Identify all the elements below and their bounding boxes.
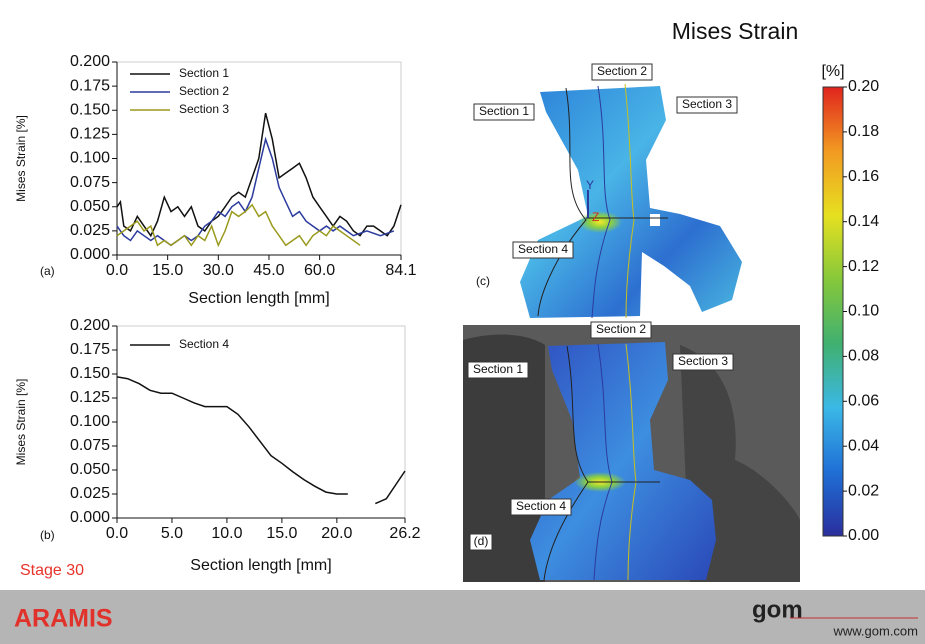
hole: [650, 214, 660, 226]
y-tick-label: 0.075: [70, 437, 110, 454]
section-label: Section 2: [596, 322, 646, 336]
x-tick-label: 0.0: [106, 262, 128, 279]
x-axis-title: Section length [mm]: [190, 557, 331, 574]
colorbar-tick-label: 0.10: [848, 303, 879, 320]
section-label-box: [672, 353, 734, 371]
colorbar-tick-label: 0.16: [848, 168, 879, 185]
section-line: [537, 87, 587, 317]
axis-label: Y: [586, 178, 594, 192]
section-label-box: [510, 498, 572, 516]
section-label: Section 1: [479, 104, 529, 118]
section-label: Section 1: [473, 362, 523, 376]
y-tick-label: 0.000: [70, 246, 110, 263]
axis-label: Z: [592, 210, 599, 224]
y-tick-label: 0.125: [70, 126, 110, 143]
panel-label: (c): [476, 274, 490, 288]
section-label-box: [676, 96, 738, 114]
strain-map-d: (d): [463, 325, 800, 582]
x-tick-label: 0.0: [106, 525, 128, 542]
legend-label: Section 3: [179, 102, 229, 116]
panel-box: [469, 533, 493, 551]
series-line: [116, 112, 402, 238]
strain-map-c: Y Z (c): [476, 83, 742, 319]
section-label-box: [591, 63, 653, 81]
section-label: Section 3: [682, 97, 732, 111]
y-tick-label: 0.100: [70, 413, 110, 430]
y-tick-label: 0.025: [70, 222, 110, 239]
strain-field: [520, 86, 742, 318]
x-tick-label: 5.0: [161, 525, 183, 542]
x-tick-label: 20.0: [321, 525, 352, 542]
page-title: Mises Strain: [672, 18, 799, 44]
y-tick-label: 0.200: [70, 53, 110, 70]
panel-label: (d): [474, 534, 489, 548]
section-label-box: [473, 103, 535, 121]
y-tick-label: 0.125: [70, 389, 110, 406]
legend-label: Section 4: [179, 337, 229, 351]
y-tick-label: 0.150: [70, 101, 110, 118]
y-tick-label: 0.025: [70, 485, 110, 502]
url: www.gom.com: [832, 623, 918, 638]
colorbar-tick-label: 0.02: [848, 482, 879, 499]
y-tick-label: 0.000: [70, 509, 110, 526]
colorbar-tick-label: 0.08: [848, 348, 879, 365]
section-label-box: [467, 361, 529, 379]
x-tick-label: 60.0: [304, 262, 335, 279]
colorbar-tick-label: 0.20: [848, 78, 879, 95]
footer: ARAMIS gom www.gom.com: [0, 590, 925, 644]
strain-field: [530, 342, 716, 580]
legend-label: Section 1: [179, 66, 229, 80]
section-label: Section 4: [518, 242, 568, 256]
plot-frame: [116, 325, 406, 519]
y-tick-label: 0.200: [70, 317, 110, 334]
y-tick-label: 0.175: [70, 341, 110, 358]
colorbar-title: [%]: [821, 63, 844, 80]
x-tick-label: 45.0: [253, 262, 284, 279]
x-tick-label: 84.1: [385, 262, 416, 279]
panel-label: (b): [40, 528, 55, 542]
colorbar-tick-label: 0.12: [848, 258, 879, 275]
stage-label: Stage 30: [20, 562, 84, 579]
y-tick-label: 0.075: [70, 174, 110, 191]
x-tick-label: 10.0: [211, 525, 242, 542]
colorbar: [822, 86, 844, 537]
section-label: Section 2: [597, 64, 647, 78]
x-tick-label: 15.0: [266, 525, 297, 542]
colorbar-tick-label: 0.04: [848, 437, 879, 454]
section-label: Section 3: [678, 354, 728, 368]
legend-label: Section 2: [179, 84, 229, 98]
panel-label: (a): [40, 264, 55, 278]
series-line: [116, 203, 361, 248]
y-tick-label: 0.150: [70, 365, 110, 382]
footer-band: [0, 590, 925, 644]
y-tick-label: 0.050: [70, 461, 110, 478]
y-tick-label: 0.050: [70, 198, 110, 215]
section-label: Section 4: [516, 499, 566, 513]
colorbar-tick-label: 0.06: [848, 393, 879, 410]
series-line: [116, 136, 395, 247]
x-tick-label: 26.2: [389, 525, 420, 542]
section-line: [591, 85, 611, 319]
series-line: [116, 376, 406, 505]
y-tick-label: 0.175: [70, 77, 110, 94]
y-tick-label: 0.100: [70, 150, 110, 167]
x-axis-title: Section length [mm]: [188, 290, 329, 307]
brand: ARAMIS: [14, 605, 113, 633]
x-tick-label: 15.0: [152, 262, 183, 279]
section-label-box: [590, 321, 652, 339]
photo-shade: [463, 334, 545, 582]
colorbar-tick-label: 0.00: [848, 527, 879, 544]
colorbar-tick-label: 0.18: [848, 123, 879, 140]
section-label-box: [512, 241, 574, 259]
logo: gom: [752, 596, 803, 623]
x-tick-label: 30.0: [203, 262, 234, 279]
colorbar-tick-label: 0.14: [848, 213, 879, 230]
y-axis-title: Mises Strain [%]: [14, 379, 28, 466]
section-line: [543, 345, 589, 581]
section-line: [624, 83, 635, 319]
y-axis-title: Mises Strain [%]: [14, 115, 28, 202]
